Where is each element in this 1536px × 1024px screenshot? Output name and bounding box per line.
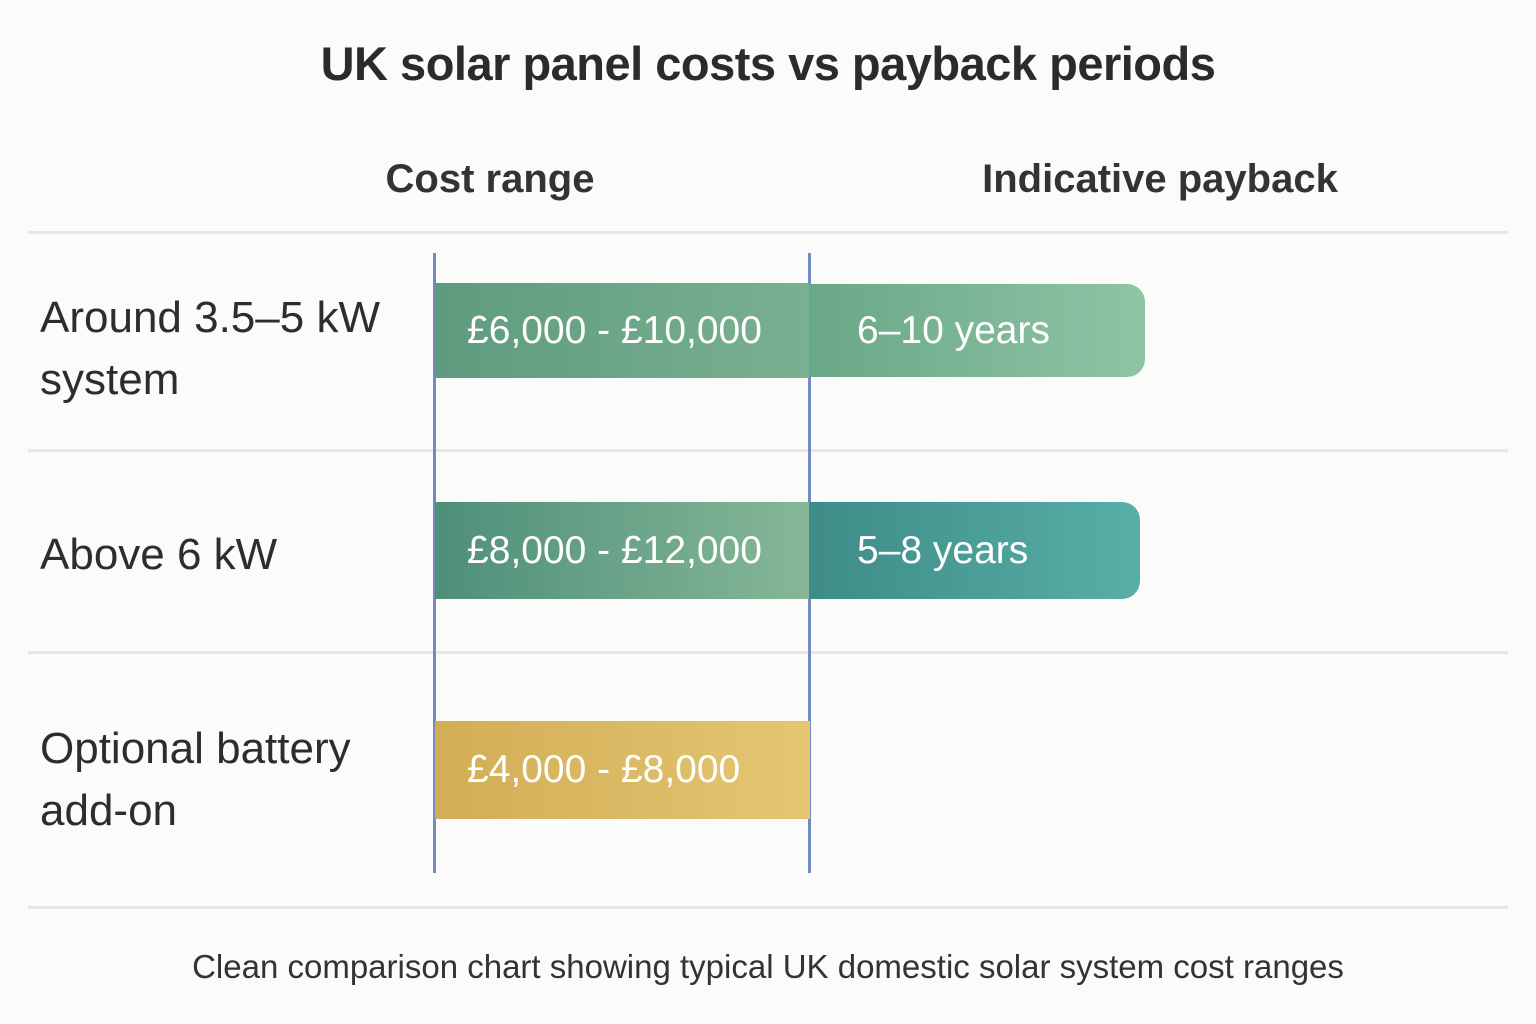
axis-line-left <box>433 253 436 873</box>
column-header-indicative-payback: Indicative payback <box>982 157 1338 201</box>
column-header-cost-range: Cost range <box>385 157 595 201</box>
chart-caption: Clean comparison chart showing typical U… <box>192 948 1344 985</box>
cost-range-value: £6,000 - £10,000 <box>467 308 762 352</box>
cost-range-bar: £4,000 - £8,000 <box>435 721 810 819</box>
chart-title: UK solar panel costs vs payback periods <box>320 37 1216 90</box>
payback-value: 6–10 years <box>857 308 1050 352</box>
row-label: Optional battery add-on <box>40 724 351 836</box>
separator-line <box>28 231 1508 234</box>
separator-line <box>28 906 1508 909</box>
payback-bar: 6–10 years <box>809 284 1145 377</box>
cost-range-bar: £8,000 - £12,000 <box>435 502 809 599</box>
row-label: Above 6 kW <box>40 530 278 579</box>
payback-bar: 5–8 years <box>809 502 1140 599</box>
payback-value: 5–8 years <box>857 528 1029 572</box>
cost-range-value: £4,000 - £8,000 <box>467 748 741 791</box>
cost-range-bar: £6,000 - £10,000 <box>435 283 809 378</box>
separator-line <box>28 651 1508 654</box>
separator-line <box>28 449 1508 452</box>
row-label: Around 3.5–5 kW system <box>40 293 380 405</box>
cost-range-value: £8,000 - £12,000 <box>467 528 762 572</box>
